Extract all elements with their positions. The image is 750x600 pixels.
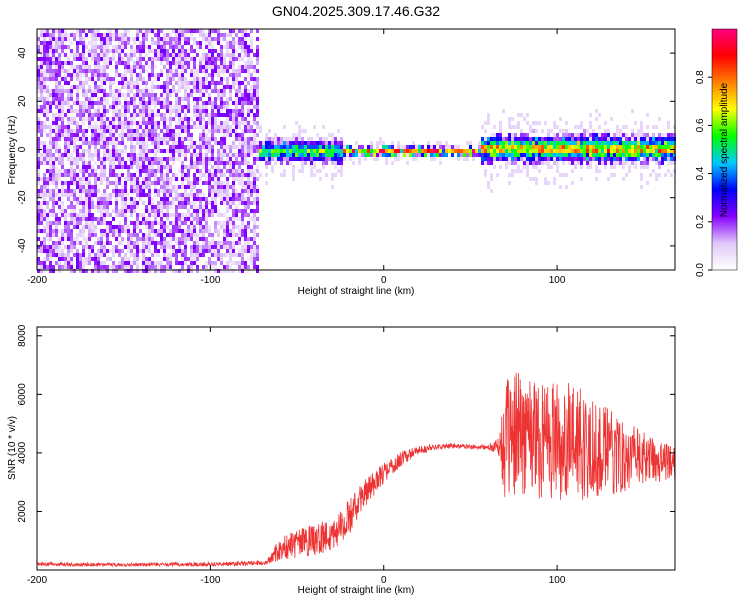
spectrogram-x-ticks: -200 -100 0 100	[27, 29, 566, 286]
svg-text:-200: -200	[27, 575, 47, 586]
svg-text:6000: 6000	[17, 383, 28, 406]
spectrogram-x-label: Height of straight line (km)	[298, 286, 415, 297]
y-tick: 40	[17, 47, 675, 59]
x-tick: 100	[549, 29, 566, 286]
colorbar-ticks: 0.0 0.2 0.4 0.6 0.8	[695, 70, 712, 277]
svg-text:-20: -20	[17, 190, 28, 205]
svg-text:0.0: 0.0	[695, 263, 706, 277]
x-tick: 0	[381, 29, 387, 286]
spectrogram-y-label: Frequency (Hz)	[7, 116, 18, 185]
svg-text:4000: 4000	[17, 441, 28, 464]
svg-text:-100: -100	[200, 275, 220, 286]
colorbar-tick: 0.8	[695, 70, 712, 84]
snr-x-label: Height of straight line (km)	[298, 585, 415, 596]
x-tick: -200	[27, 29, 47, 286]
x-tick: 0	[381, 327, 387, 586]
colorbar-tick: 0.2	[695, 214, 712, 229]
svg-text:0.4: 0.4	[695, 166, 706, 180]
colorbar-tick: 0.6	[695, 118, 712, 132]
svg-text:0: 0	[381, 275, 387, 286]
svg-text:0.2: 0.2	[695, 214, 706, 228]
y-tick: -40	[17, 238, 675, 253]
y-tick: 2000	[17, 500, 675, 523]
svg-text:-40: -40	[17, 238, 28, 253]
figure-title: GN04.2025.309.17.46.G32	[272, 3, 440, 19]
y-tick: 20	[17, 95, 675, 107]
colorbar-label: Normalized spectral amplitude	[719, 82, 730, 217]
snr-line	[36, 372, 676, 568]
snr-frame	[36, 326, 676, 571]
x-tick: -100	[200, 29, 221, 286]
svg-text:0: 0	[17, 146, 28, 152]
colorbar: 0.0 0.2 0.4 0.6 0.8 Normalized spectral ampl…	[695, 28, 738, 277]
y-tick: 4000	[17, 441, 675, 464]
snr-y-label: SNR (10 * v/v)	[7, 416, 18, 480]
snr-panel: -200 -100 0 100 2000 4000 6000 8000 Height of …	[7, 324, 676, 596]
svg-text:0: 0	[381, 575, 387, 586]
svg-text:-200: -200	[27, 275, 47, 286]
svg-text:-100: -100	[200, 575, 220, 586]
x-tick: 100	[549, 327, 566, 586]
x-tick: -100	[200, 327, 221, 586]
y-tick: 8000	[17, 324, 675, 347]
colorbar-gradient	[711, 28, 738, 271]
svg-text:0.8: 0.8	[695, 70, 706, 84]
colorbar-tick: 0.0	[695, 263, 712, 277]
y-tick: -20	[17, 190, 675, 205]
colorbar-tick: 0.4	[695, 166, 712, 181]
snr-y-ticks: 2000 4000 6000 8000	[17, 324, 675, 523]
y-tick: 0	[17, 146, 675, 152]
svg-text:8000: 8000	[17, 324, 28, 347]
svg-text:40: 40	[17, 47, 28, 59]
svg-text:20: 20	[17, 95, 28, 107]
snr-series-line	[36, 372, 676, 568]
svg-text:100: 100	[549, 275, 566, 286]
spectrogram-y-ticks: -40 -20 0 20 40	[17, 47, 675, 253]
svg-text:0.6: 0.6	[695, 118, 706, 132]
snr-x-ticks: -200 -100 0 100	[27, 327, 566, 586]
svg-text:2000: 2000	[17, 500, 28, 523]
svg-text:100: 100	[549, 575, 566, 586]
x-tick: -200	[27, 327, 47, 586]
spectrogram-heatmap	[37, 29, 676, 273]
y-tick: 6000	[17, 383, 675, 406]
